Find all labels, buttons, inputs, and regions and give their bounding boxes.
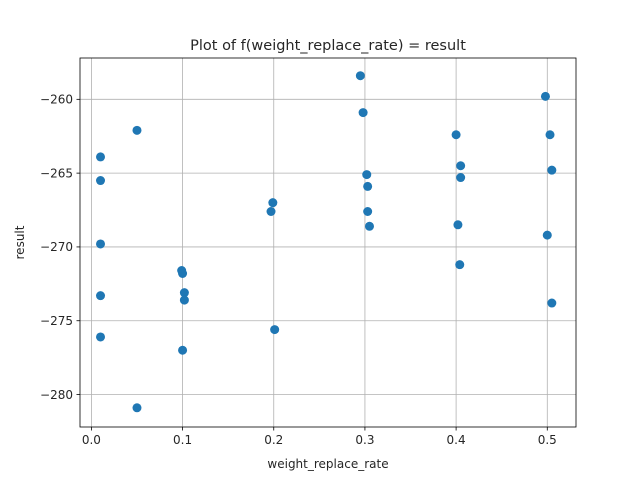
chart-title: Plot of f(weight_replace_rate) = result	[190, 38, 466, 54]
y-tick-label: −260	[40, 93, 73, 107]
data-point	[542, 230, 552, 240]
data-point	[547, 298, 557, 308]
data-point	[96, 176, 106, 186]
y-tick-label: −280	[40, 388, 73, 402]
data-point	[451, 130, 461, 140]
y-tick-label: −265	[40, 166, 73, 180]
data-point	[363, 181, 373, 191]
data-point	[540, 91, 550, 101]
x-tick-label: 0.1	[173, 433, 192, 447]
y-axis-ticks: −280 −275 −270 −265 −260	[40, 93, 80, 402]
data-point	[363, 207, 373, 217]
data-point	[453, 220, 463, 230]
data-point	[179, 288, 189, 298]
x-axis-label: weight_replace_rate	[267, 457, 388, 471]
data-point	[456, 161, 466, 171]
y-tick-label: −275	[40, 314, 73, 328]
x-tick-label: 0.3	[355, 433, 374, 447]
data-point	[96, 152, 106, 162]
y-tick-label: −270	[40, 240, 73, 254]
x-tick-label: 0.4	[447, 433, 466, 447]
data-point	[178, 268, 188, 278]
x-tick-label: 0.0	[82, 433, 101, 447]
data-point	[96, 291, 106, 301]
data-point	[270, 325, 280, 335]
data-point	[358, 108, 368, 118]
x-tick-label: 0.2	[264, 433, 283, 447]
data-point	[132, 403, 142, 413]
grid-lines	[80, 58, 576, 427]
data-point	[455, 260, 465, 270]
y-axis-label: result	[13, 225, 27, 259]
data-point	[178, 345, 188, 355]
data-point	[364, 221, 374, 231]
data-point	[266, 207, 276, 217]
data-point	[456, 173, 466, 183]
data-point	[362, 170, 372, 180]
plot-area-background	[80, 58, 576, 427]
data-point	[96, 332, 106, 342]
data-point	[545, 130, 555, 140]
x-tick-label: 0.5	[538, 433, 557, 447]
data-point	[547, 165, 557, 175]
data-point	[96, 239, 106, 249]
data-point	[268, 198, 278, 208]
data-point	[179, 295, 189, 305]
x-axis-ticks: 0.0 0.1 0.2 0.3 0.4 0.5	[82, 427, 557, 447]
data-points	[96, 71, 557, 413]
data-point	[355, 71, 365, 81]
plot-frame	[79, 57, 577, 428]
data-point	[132, 125, 142, 135]
